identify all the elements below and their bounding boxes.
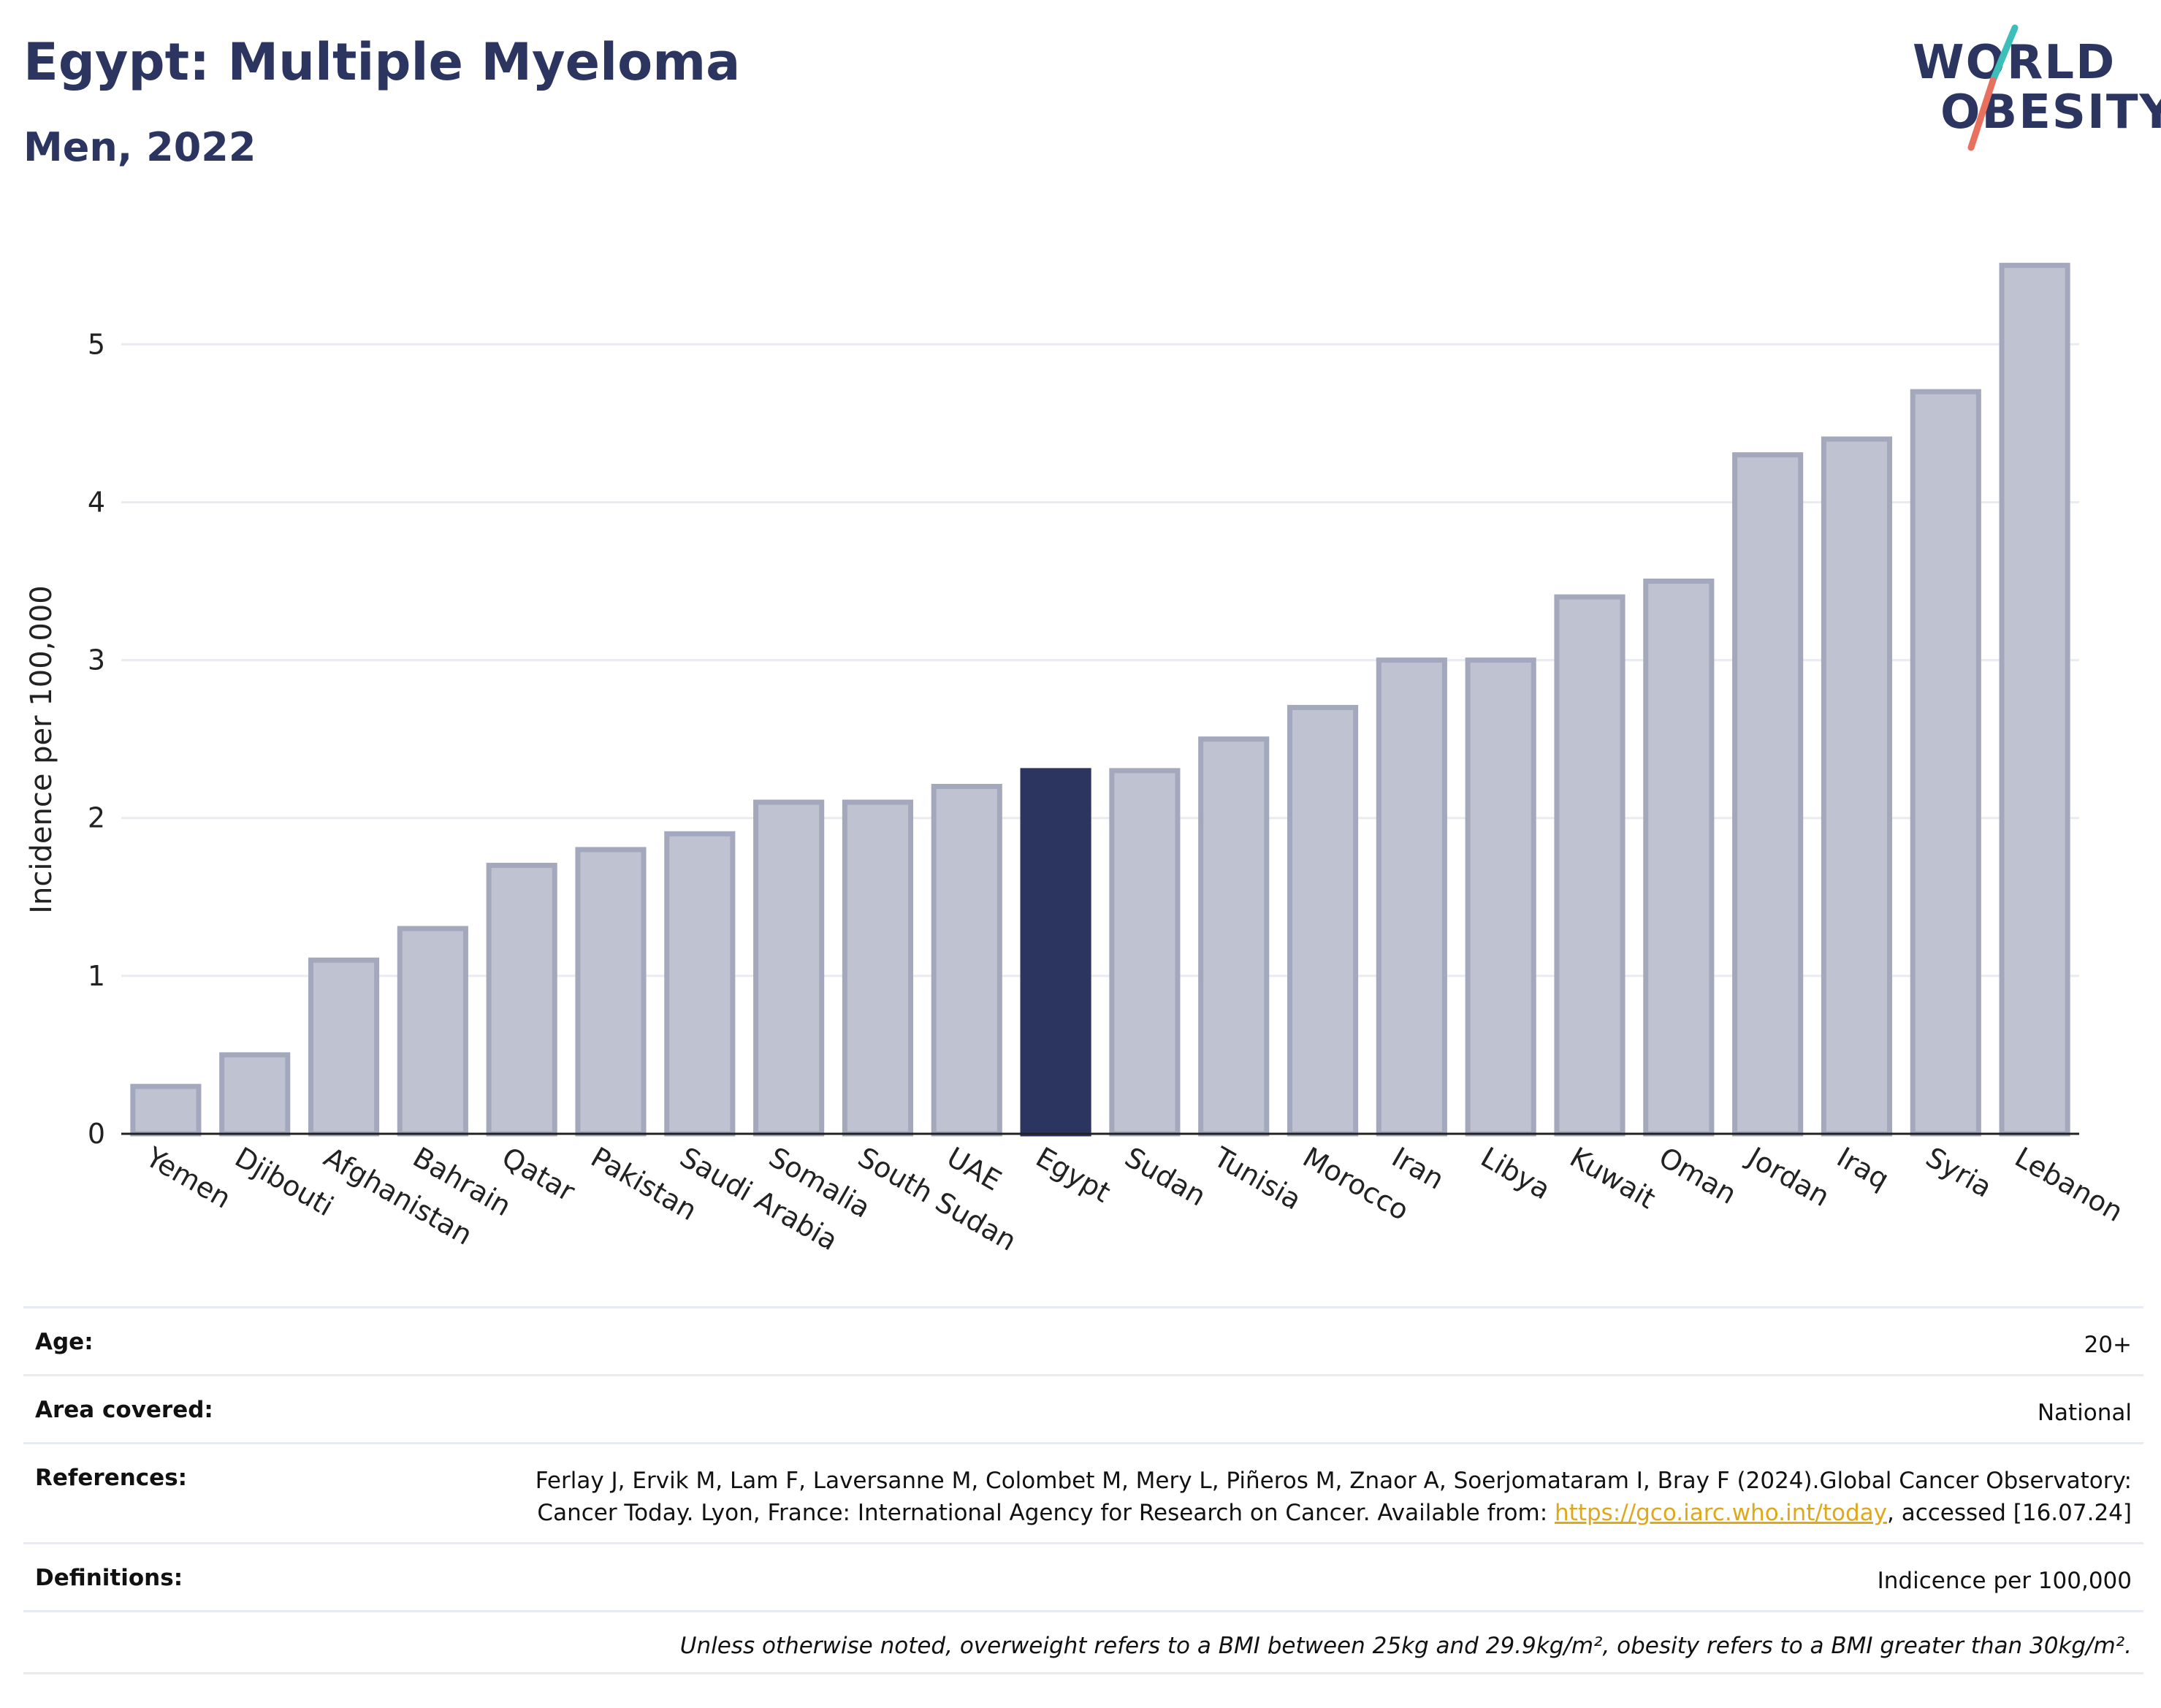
bar (1376, 657, 1447, 1137)
bar (1198, 736, 1270, 1137)
x-tick-label: Yemen (140, 1140, 237, 1215)
bars (130, 262, 2070, 1137)
y-tick-label: 0 (88, 1118, 105, 1150)
references-accessed: , accessed [16.07.24] (1886, 1500, 2132, 1527)
area-value: National (2037, 1400, 2132, 1427)
bar (1287, 704, 1359, 1137)
x-tick-label: Jordan (1741, 1140, 1834, 1213)
bar (130, 1083, 202, 1137)
x-tick-label: Sudan (1119, 1141, 1211, 1213)
y-axis: 0 1 2 3 4 5 (88, 328, 105, 1150)
bar (664, 831, 736, 1137)
age-label: Age: (35, 1329, 94, 1355)
x-tick-label: Egypt (1031, 1141, 1116, 1209)
y-tick-label: 5 (88, 328, 105, 360)
references-label: References: (35, 1465, 188, 1492)
bar (219, 1052, 291, 1137)
info-row-age: Age: 20+ (23, 1306, 2143, 1374)
bar (486, 863, 557, 1137)
x-tick-label: Lebanon (2010, 1141, 2129, 1228)
info-row-note: Unless otherwise noted, overweight refer… (23, 1610, 2143, 1675)
age-value: 20+ (2084, 1332, 2132, 1358)
bar (1109, 768, 1181, 1137)
chart-title: Egypt: Multiple Myeloma (23, 32, 741, 92)
bar (397, 926, 468, 1137)
y-tick-label: 3 (88, 644, 105, 676)
y-tick-label: 1 (88, 960, 105, 992)
bar (1999, 262, 2070, 1137)
references-value: Ferlay J, Ervik M, Lam F, Laversanne M, … (451, 1465, 2132, 1529)
logo-slash-icon (1967, 24, 2019, 151)
x-tick-label: Syria (1921, 1141, 1997, 1204)
bar (308, 957, 380, 1137)
references-text: Ferlay J, Ervik M, Lam F, Laversanne M, … (535, 1468, 2132, 1527)
bmi-note: Unless otherwise noted, overweight refer… (679, 1633, 2132, 1660)
x-tick-label: Iraq (1832, 1141, 1894, 1196)
definitions-value: Indicence per 100,000 (1877, 1568, 2132, 1595)
logo-word-world: WORLD (1913, 36, 2116, 90)
chart-subtitle: Men, 2022 (23, 124, 256, 170)
x-tick-label: Kuwait (1565, 1141, 1661, 1216)
x-tick-label: Tunisia (1208, 1140, 1306, 1216)
bar-highlight (1020, 768, 1091, 1137)
bar (1554, 594, 1625, 1137)
bar (575, 847, 647, 1137)
bar (1465, 657, 1536, 1137)
bar (1643, 579, 1715, 1137)
bar (753, 799, 825, 1137)
x-tick-label: South Sudan (853, 1141, 1022, 1257)
y-tick-label: 2 (88, 802, 105, 834)
area-label: Area covered: (35, 1397, 213, 1424)
x-tick-label: Libya (1476, 1141, 1556, 1206)
info-row-area: Area covered: National (23, 1374, 2143, 1442)
x-tick-label: Oman (1653, 1141, 1742, 1211)
y-tick-label: 4 (88, 486, 105, 518)
x-tick-label: Djibouti (229, 1141, 339, 1223)
x-tick-label: Iran (1387, 1141, 1449, 1196)
bar (1910, 389, 1981, 1137)
y-axis-label: Incidence per 100,000 (25, 585, 58, 914)
bar (842, 799, 914, 1137)
references-link[interactable]: https://gco.iarc.who.int/today (1555, 1500, 1887, 1527)
bar (931, 783, 1002, 1137)
world-obesity-logo: WORLD OBESITY (1907, 22, 2161, 153)
info-table: Age: 20+ Area covered: National Referenc… (23, 1306, 2143, 1675)
info-row-definitions: Definitions: Indicence per 100,000 (23, 1542, 2143, 1610)
info-row-references: References: Ferlay J, Ervik M, Lam F, La… (23, 1442, 2143, 1542)
x-tick-label: Afghanistan (319, 1141, 478, 1251)
definitions-label: Definitions: (35, 1565, 183, 1592)
bar (1821, 436, 1893, 1137)
bar (1732, 452, 1804, 1137)
